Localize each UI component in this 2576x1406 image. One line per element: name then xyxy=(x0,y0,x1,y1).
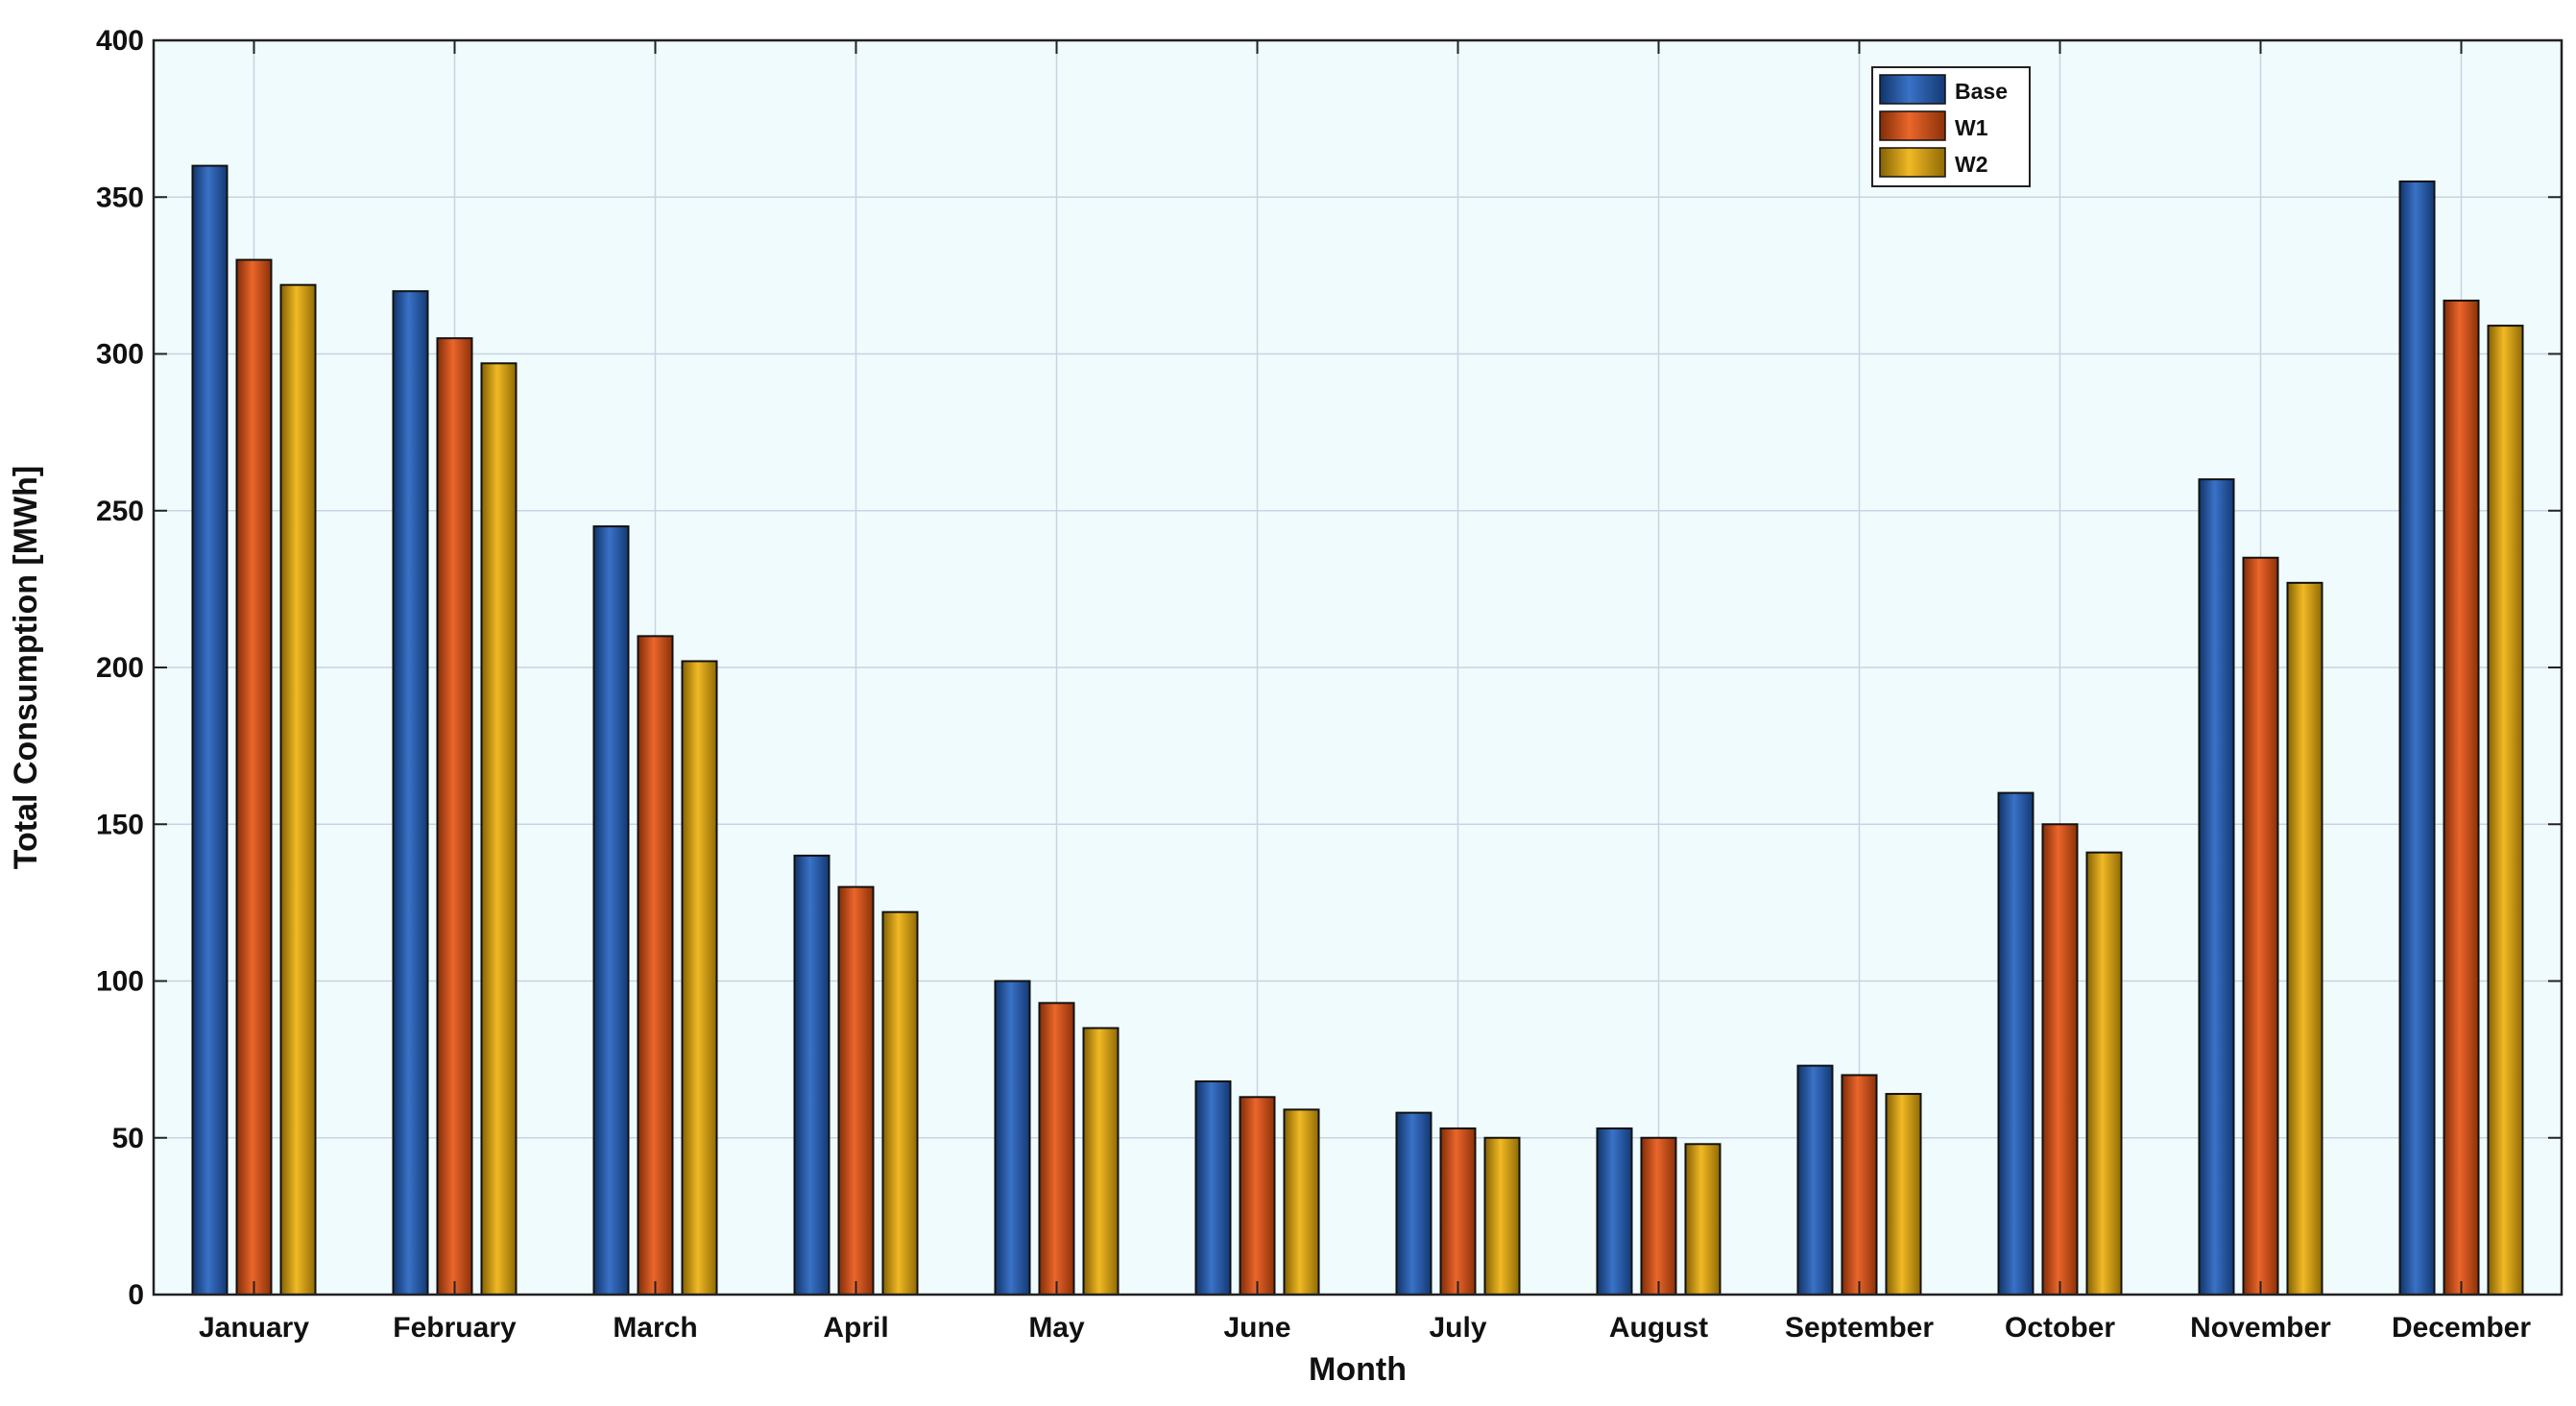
bar-w2-august xyxy=(1684,1143,1721,1297)
y-tick-label: 350 xyxy=(96,182,144,213)
bar-w2-september xyxy=(1885,1093,1922,1297)
legend-swatch-w1 xyxy=(1879,110,1946,141)
y-tick-label: 150 xyxy=(96,809,144,840)
legend-label-w1: W1 xyxy=(1955,115,1988,140)
bar-w1-july xyxy=(1439,1127,1477,1296)
bar-base-april xyxy=(793,854,831,1297)
bar-w1-august xyxy=(1640,1136,1677,1296)
legend-swatch-base xyxy=(1879,74,1946,105)
x-tick-label: June xyxy=(1223,1312,1290,1344)
bar-w2-january xyxy=(279,283,317,1296)
legend: Base W1 W2 xyxy=(1871,66,2031,187)
bar-w1-january xyxy=(235,258,273,1296)
bar-base-december xyxy=(2398,180,2436,1296)
bar-w1-december xyxy=(2443,299,2480,1296)
x-tick-label: July xyxy=(1429,1312,1486,1344)
bar-w2-june xyxy=(1283,1108,1320,1296)
ticks: 0 50 100 150 200 250 300 350 400 January February M… xyxy=(96,25,2562,1344)
x-tick-label: November xyxy=(2190,1312,2331,1344)
bar-w1-october xyxy=(2041,823,2079,1296)
legend-swatch-w2 xyxy=(1879,147,1946,178)
x-axis-title: Month xyxy=(1309,1351,1407,1388)
x-tick-label: October xyxy=(2005,1312,2115,1344)
bar-base-october xyxy=(1997,791,2034,1296)
bar-base-november xyxy=(2198,478,2235,1297)
y-tick-label: 400 xyxy=(96,25,144,57)
bar-w2-february xyxy=(480,362,518,1297)
legend-label-w2: W2 xyxy=(1955,152,1988,177)
bar-base-february xyxy=(392,290,429,1297)
bar-base-september xyxy=(1796,1064,1834,1297)
y-tick-label: 0 xyxy=(128,1279,144,1311)
bar-w2-december xyxy=(2487,325,2524,1296)
y-tick-label: 300 xyxy=(96,339,144,371)
bar-base-june xyxy=(1194,1079,1232,1296)
bars xyxy=(191,164,2524,1297)
legend-label-base: Base xyxy=(1955,79,2008,104)
bar-w1-february xyxy=(436,337,473,1296)
x-tick-label: August xyxy=(1609,1312,1708,1344)
bar-base-january xyxy=(191,164,229,1297)
bar-w1-june xyxy=(1239,1096,1276,1297)
x-tick-label: December xyxy=(2392,1312,2531,1344)
bar-w2-october xyxy=(2085,851,2123,1296)
x-tick-label: September xyxy=(1785,1312,1934,1344)
bar-w2-march xyxy=(681,660,718,1296)
bar-w1-november xyxy=(2242,556,2279,1296)
bar-base-march xyxy=(592,525,630,1296)
x-tick-label: January xyxy=(199,1312,309,1344)
bar-w1-september xyxy=(1841,1074,1878,1296)
bar-base-may xyxy=(994,980,1031,1296)
bar-w2-november xyxy=(2286,581,2323,1296)
x-tick-label: February xyxy=(393,1312,517,1344)
bar-w2-april xyxy=(881,910,919,1296)
x-tick-label: May xyxy=(1028,1312,1085,1344)
bar-w1-april xyxy=(837,885,875,1296)
bar-w1-may xyxy=(1038,1002,1075,1296)
x-tick-label: April xyxy=(823,1312,888,1344)
y-axis-title: Total Consumption [MWh] xyxy=(8,466,44,869)
bar-w1-march xyxy=(637,635,674,1296)
y-tick-label: 200 xyxy=(96,652,144,684)
y-tick-label: 50 xyxy=(112,1123,144,1154)
x-tick-label: March xyxy=(613,1312,697,1344)
bar-base-july xyxy=(1395,1111,1432,1296)
y-tick-label: 100 xyxy=(96,966,144,998)
bar-base-august xyxy=(1596,1127,1633,1296)
bar-w2-july xyxy=(1483,1136,1521,1296)
y-tick-label: 250 xyxy=(96,496,144,527)
bar-w2-may xyxy=(1082,1027,1119,1296)
